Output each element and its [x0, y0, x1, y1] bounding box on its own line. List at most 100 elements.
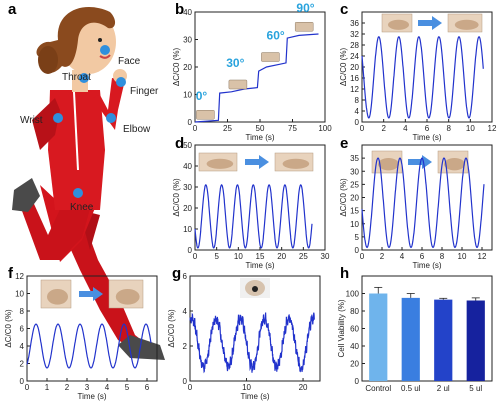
y-tick-label-c-7: 28 — [350, 41, 359, 50]
x-tick-label-g-2: 20 — [299, 383, 308, 392]
inset-photo-g — [240, 278, 270, 298]
y-tick-label-f-3: 6 — [20, 325, 25, 334]
bar-0 — [369, 293, 388, 381]
x-tick-label-d-2: 10 — [234, 252, 243, 261]
category-label-0: Control — [365, 384, 391, 393]
x-tick-label-c-5: 10 — [466, 124, 475, 133]
y-tick-label-e-1: 5 — [355, 233, 360, 242]
panel-a-illustration: a Face Throat Finger Wrist — [8, 1, 165, 360]
series-line-f — [26, 323, 152, 369]
x-tick-label-c-0: 0 — [360, 124, 365, 133]
panel-letter-b: b — [175, 1, 184, 18]
girl-back-leg — [62, 205, 148, 350]
y-axis-label-f: ΔC/C0 (%) — [4, 309, 13, 348]
x-tick-label-e-3: 6 — [420, 252, 425, 261]
y-tick-label-h-5: 100 — [346, 290, 360, 299]
finger-photo-2 — [261, 52, 280, 62]
label-throat: Throat — [62, 72, 91, 83]
y-tick-label-e-6: 30 — [350, 167, 359, 176]
y-tick-label-e-2: 10 — [350, 220, 359, 229]
y-tick-label-c-1: 4 — [355, 107, 360, 116]
girl-eye — [98, 38, 102, 42]
y-tick-label-c-5: 20 — [350, 63, 359, 72]
inset-arrow-c — [418, 16, 442, 30]
x-tick-label-d-3: 15 — [256, 252, 265, 261]
panel-letter-g: g — [172, 265, 181, 282]
category-label-1: 0.5 ul — [401, 384, 421, 393]
label-elbow: Elbow — [123, 124, 151, 135]
bar-2 — [434, 299, 453, 381]
x-axis-label-g: Time (s) — [240, 392, 269, 401]
label-wrist: Wrist — [20, 115, 43, 126]
x-tick-label-c-4: 8 — [446, 124, 451, 133]
inset-photo-f-after — [108, 279, 144, 309]
x-tick-label-d-4: 20 — [277, 252, 286, 261]
sensor-dot-wrist — [53, 113, 63, 123]
panel-letter-d: d — [175, 135, 184, 152]
label-finger: Finger — [130, 86, 159, 97]
x-axis-label-e: Time (s) — [412, 261, 441, 270]
x-tick-label-d-0: 0 — [193, 252, 198, 261]
y-tick-label-d-0: 0 — [188, 246, 193, 255]
panel-letter-e: e — [340, 135, 348, 152]
x-tick-label-f-3: 3 — [85, 383, 90, 392]
panel-letter-h: h — [340, 265, 349, 282]
y-tick-label-f-0: 0 — [20, 377, 25, 386]
panel-letter-a: a — [8, 1, 17, 18]
x-tick-label-b-3: 75 — [288, 124, 297, 133]
inset-photo-c-before — [381, 13, 413, 33]
girl-back-shoe — [118, 335, 165, 360]
y-tick-label-g-3: 6 — [183, 272, 188, 281]
category-label-2: 2 ul — [437, 384, 450, 393]
y-tick-label-c-2: 8 — [355, 96, 360, 105]
y-axis-label-b: ΔC/C0 (%) — [172, 48, 181, 87]
y-tick-label-e-3: 15 — [350, 207, 359, 216]
y-tick-label-h-0: 0 — [355, 377, 360, 386]
girl-back-arm — [32, 98, 60, 150]
category-label-3: 5 ul — [469, 384, 482, 393]
y-tick-label-d-3: 30 — [183, 183, 192, 192]
y-tick-label-h-4: 80 — [350, 307, 359, 316]
x-axis-label-c: Time (s) — [412, 133, 441, 142]
x-tick-label-c-2: 4 — [403, 124, 408, 133]
inset-photo-c-after — [447, 13, 483, 33]
y-tick-label-h-1: 20 — [350, 360, 359, 369]
x-tick-label-g-0: 0 — [188, 383, 193, 392]
inset-arrow-d — [245, 155, 269, 169]
sensor-dot-finger — [116, 77, 126, 87]
y-tick-label-c-8: 32 — [350, 30, 359, 39]
series-line-b — [194, 33, 319, 123]
y-tick-label-d-2: 20 — [183, 204, 192, 213]
y-tick-label-e-4: 20 — [350, 194, 359, 203]
x-tick-label-c-6: 12 — [488, 124, 497, 133]
x-axis-label-b: Time (s) — [245, 133, 274, 142]
bar-3 — [466, 300, 485, 381]
label-face: Face — [118, 56, 141, 67]
finger-photo-1 — [228, 79, 248, 90]
x-tick-label-e-6: 12 — [478, 252, 487, 261]
y-tick-label-c-0: 0 — [355, 118, 360, 127]
x-tick-label-c-3: 6 — [425, 124, 430, 133]
y-tick-label-c-6: 24 — [350, 52, 359, 61]
plot-frame-g — [189, 275, 321, 382]
angle-label-1: 30° — [226, 56, 244, 70]
inset-arrow-f — [79, 287, 103, 301]
bar-1 — [401, 297, 420, 381]
chart-b: b 0 25 50 75 100 0 10 20 30 40 Time (s) ΔC/C0 (%) 0° 3… — [172, 1, 332, 142]
y-tick-label-h-3: 60 — [350, 325, 359, 334]
y-tick-label-f-5: 10 — [15, 290, 24, 299]
series-line-g — [189, 312, 315, 374]
x-tick-label-g-1: 10 — [242, 383, 251, 392]
y-tick-label-c-9: 36 — [350, 19, 359, 28]
y-tick-label-g-1: 2 — [183, 342, 188, 351]
x-tick-label-d-6: 30 — [321, 252, 330, 261]
y-tick-label-f-2: 4 — [20, 342, 25, 351]
x-tick-label-b-2: 50 — [256, 124, 265, 133]
label-knee: Knee — [70, 202, 94, 213]
series-line-e — [361, 157, 485, 249]
x-tick-label-f-6: 6 — [145, 383, 150, 392]
sensor-dot-knee — [73, 188, 83, 198]
